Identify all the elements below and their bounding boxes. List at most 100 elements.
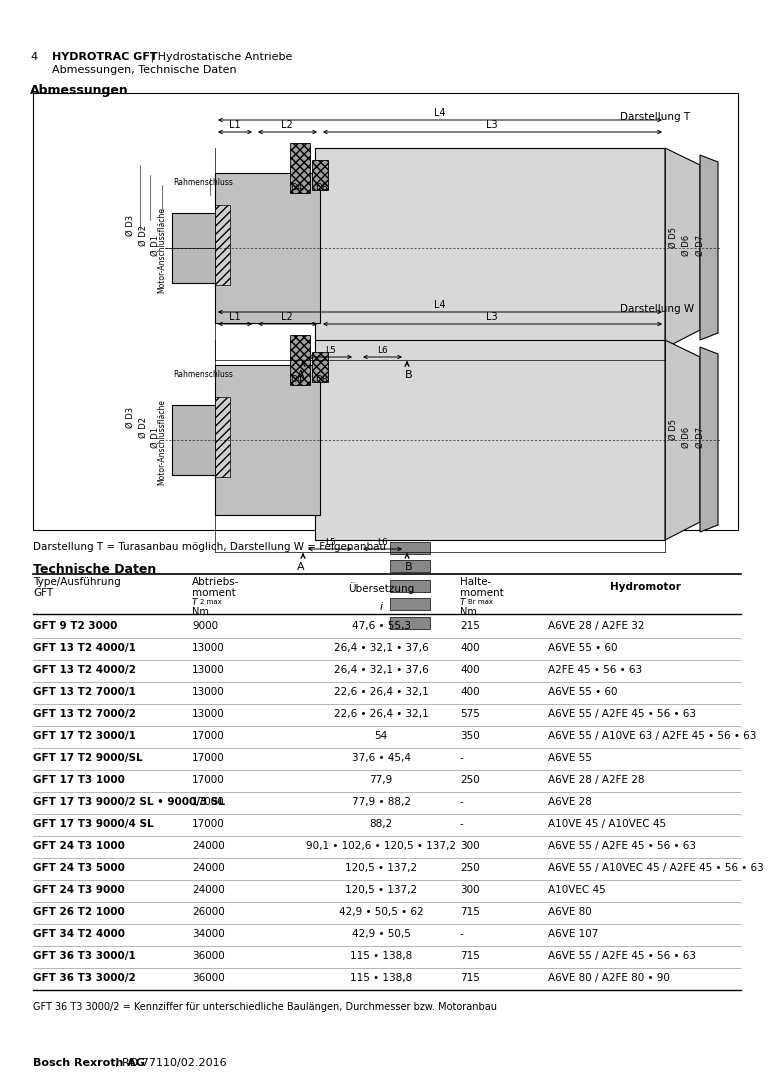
Text: 120,5 • 137,2: 120,5 • 137,2: [345, 863, 417, 873]
Polygon shape: [665, 340, 700, 540]
Text: 24000: 24000: [192, 841, 225, 851]
Text: 17000: 17000: [192, 775, 225, 786]
Bar: [33, 93, 738, 530]
Text: Ø D2: Ø D2: [139, 417, 147, 437]
Text: , RD 77110/02.2016: , RD 77110/02.2016: [115, 1058, 227, 1068]
Text: L6: L6: [376, 538, 387, 547]
Text: 24000: 24000: [192, 885, 225, 895]
Bar: [315, 340, 665, 540]
Text: moment: moment: [192, 588, 236, 598]
Text: 400: 400: [460, 643, 480, 654]
Text: 13000: 13000: [192, 666, 225, 675]
Text: 13000: 13000: [192, 709, 225, 719]
Bar: [312, 160, 328, 190]
Text: GFT 17 T3 1000: GFT 17 T3 1000: [33, 775, 125, 786]
Text: GFT 13 T2 4000/2: GFT 13 T2 4000/2: [33, 666, 136, 675]
Text: 400: 400: [460, 687, 480, 697]
Text: D4: D4: [290, 183, 302, 192]
Text: L5: L5: [325, 538, 335, 547]
Text: A6VE 28 / A2FE 32: A6VE 28 / A2FE 32: [548, 621, 645, 631]
Text: GFT 36 T3 3000/1: GFT 36 T3 3000/1: [33, 951, 136, 961]
Text: L1: L1: [229, 120, 241, 130]
Text: 4: 4: [30, 52, 37, 62]
Text: 34000: 34000: [192, 930, 225, 939]
Text: GFT 13 T2 4000/1: GFT 13 T2 4000/1: [33, 643, 136, 654]
Text: 26,4 • 32,1 • 37,6: 26,4 • 32,1 • 37,6: [334, 643, 429, 654]
Text: Übersetzung: Übersetzung: [348, 582, 414, 594]
Text: D8: D8: [315, 375, 328, 384]
Text: A6VE 55 / A10VE 63 / A2FE 45 • 56 • 63: A6VE 55 / A10VE 63 / A2FE 45 • 56 • 63: [548, 731, 756, 741]
Text: -: -: [460, 798, 463, 807]
Text: GFT 36 T3 3000/2 = Kennziffer für unterschiedliche Baulängen, Durchmesser bzw. M: GFT 36 T3 3000/2 = Kennziffer für unters…: [33, 1002, 497, 1012]
Text: Ø D1: Ø D1: [150, 427, 160, 447]
Text: 115 • 138,8: 115 • 138,8: [350, 951, 412, 961]
Bar: [315, 148, 665, 348]
Bar: [390, 542, 430, 554]
Text: 42,9 • 50,5: 42,9 • 50,5: [352, 930, 410, 939]
Text: T: T: [460, 598, 466, 607]
Text: 2 max: 2 max: [200, 599, 222, 606]
Text: L2: L2: [281, 120, 293, 130]
Text: Halte-: Halte-: [460, 577, 491, 587]
Text: A6VE 28 / A2FE 28: A6VE 28 / A2FE 28: [548, 775, 645, 786]
Text: 24000: 24000: [192, 863, 225, 873]
Text: A2FE 45 • 56 • 63: A2FE 45 • 56 • 63: [548, 666, 642, 675]
Text: 350: 350: [460, 731, 480, 741]
Bar: [290, 143, 310, 193]
Text: L4: L4: [434, 300, 446, 310]
Text: GFT 17 T3 9000/2 SL • 9000/3 SL: GFT 17 T3 9000/2 SL • 9000/3 SL: [33, 798, 225, 807]
Text: 120,5 • 137,2: 120,5 • 137,2: [345, 885, 417, 895]
Text: 715: 715: [460, 907, 480, 918]
Bar: [172, 213, 220, 283]
Text: L3: L3: [487, 312, 498, 322]
Bar: [390, 598, 430, 610]
Text: Abmessungen: Abmessungen: [30, 84, 129, 97]
Bar: [215, 397, 230, 477]
Text: A6VE 28: A6VE 28: [548, 798, 592, 807]
Text: 37,6 • 45,4: 37,6 • 45,4: [352, 753, 410, 763]
Text: Type/Ausführung: Type/Ausführung: [33, 577, 121, 587]
Text: 26,4 • 32,1 • 37,6: 26,4 • 32,1 • 37,6: [334, 666, 429, 675]
Text: A6VE 55 / A2FE 45 • 56 • 63: A6VE 55 / A2FE 45 • 56 • 63: [548, 951, 696, 961]
Text: Bosch Rexroth AG: Bosch Rexroth AG: [33, 1058, 145, 1068]
Text: Ø D7: Ø D7: [695, 235, 705, 255]
Text: Darstellung W: Darstellung W: [620, 304, 694, 314]
Bar: [215, 173, 320, 323]
Text: 54: 54: [375, 731, 388, 741]
Bar: [290, 335, 310, 385]
Text: GFT 24 T3 9000: GFT 24 T3 9000: [33, 885, 125, 895]
Text: Technische Daten: Technische Daten: [33, 563, 157, 576]
Text: 250: 250: [460, 775, 480, 786]
Text: Abtriebs-: Abtriebs-: [192, 577, 240, 587]
Text: Ø D7: Ø D7: [695, 427, 705, 447]
Text: Rahmenschluss: Rahmenschluss: [173, 178, 233, 187]
Text: GFT 24 T3 5000: GFT 24 T3 5000: [33, 863, 125, 873]
Text: 575: 575: [460, 709, 480, 719]
Text: GFT 13 T2 7000/1: GFT 13 T2 7000/1: [33, 687, 136, 697]
Text: A6VE 107: A6VE 107: [548, 930, 598, 939]
Text: i: i: [379, 602, 382, 612]
Text: A6VE 55 / A10VEC 45 / A2FE 45 • 56 • 63: A6VE 55 / A10VEC 45 / A2FE 45 • 56 • 63: [548, 863, 764, 873]
Text: -: -: [460, 930, 463, 939]
Text: A6VE 55 / A2FE 45 • 56 • 63: A6VE 55 / A2FE 45 • 56 • 63: [548, 709, 696, 719]
Text: 88,2: 88,2: [369, 819, 392, 829]
Bar: [215, 365, 320, 515]
Text: 17000: 17000: [192, 819, 225, 829]
Text: 715: 715: [460, 951, 480, 961]
Text: moment: moment: [460, 588, 503, 598]
Text: B: B: [406, 562, 412, 572]
Text: A6VE 55 • 60: A6VE 55 • 60: [548, 687, 618, 697]
Text: Ø D5: Ø D5: [668, 228, 678, 249]
Text: Br max: Br max: [468, 599, 493, 606]
Text: 77,9: 77,9: [369, 775, 392, 786]
Text: T: T: [192, 598, 197, 607]
Text: GFT 17 T2 9000/SL: GFT 17 T2 9000/SL: [33, 753, 143, 763]
Text: L5: L5: [325, 346, 335, 355]
Text: 300: 300: [460, 885, 480, 895]
Text: Ø D3: Ø D3: [126, 407, 134, 428]
Text: | Hydrostatische Antriebe: | Hydrostatische Antriebe: [147, 52, 292, 62]
Polygon shape: [700, 347, 718, 532]
Text: A6VE 55 • 60: A6VE 55 • 60: [548, 643, 618, 654]
Text: 36000: 36000: [192, 951, 225, 961]
Text: 22,6 • 26,4 • 32,1: 22,6 • 26,4 • 32,1: [334, 687, 429, 697]
